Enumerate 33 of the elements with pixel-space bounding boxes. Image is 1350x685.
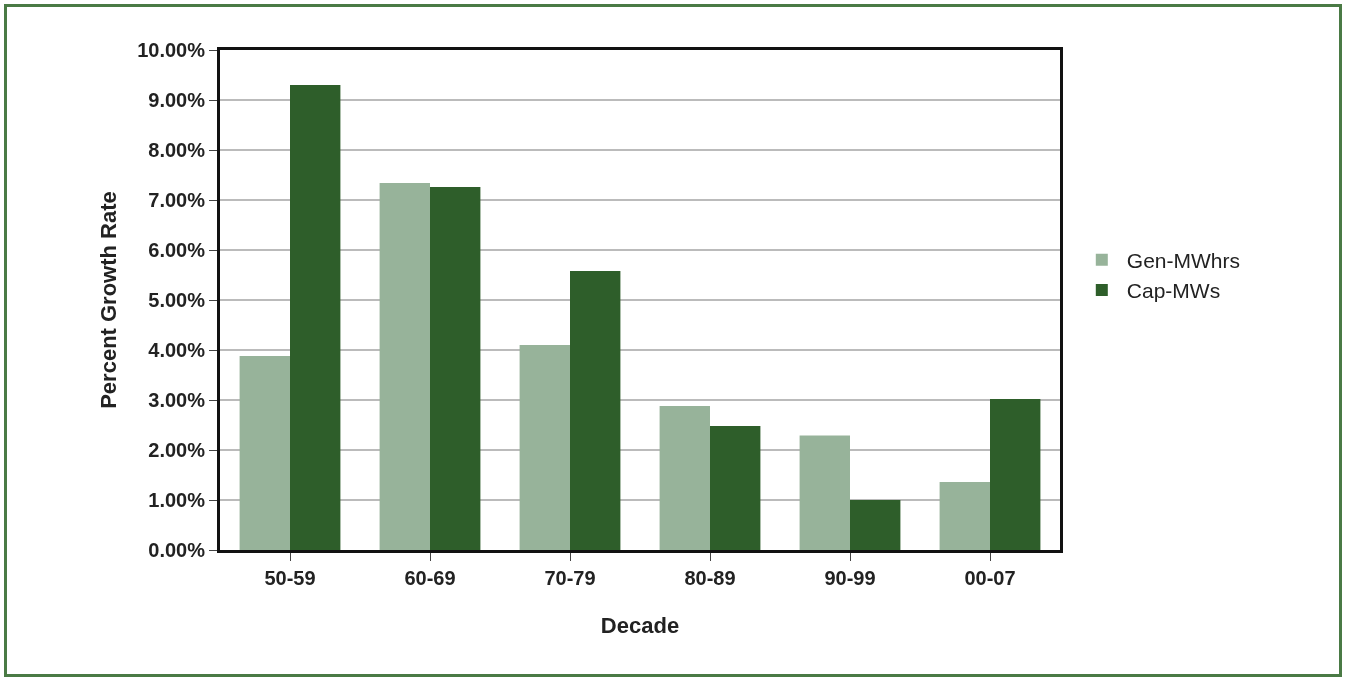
y-tick-label: 7.00%	[148, 189, 206, 211]
legend-label: Cap-MWs	[1126, 279, 1221, 303]
x-tick-label: 80-89	[684, 567, 736, 589]
y-tick-label: 6.00%	[148, 239, 206, 261]
y-tick-label: 8.00%	[148, 139, 206, 161]
y-tick-label: 5.00%	[148, 289, 206, 311]
bar	[570, 271, 621, 550]
y-tick-label: 4.00%	[148, 339, 206, 361]
bar	[990, 399, 1041, 550]
x-tick-label: 60-69	[404, 567, 456, 589]
bar	[659, 406, 710, 550]
bar	[850, 500, 901, 550]
y-tick-label: 1.00%	[148, 489, 206, 511]
x-tick-label: 00-07	[964, 567, 1016, 589]
x-tick-label: 90-99	[824, 567, 876, 589]
y-tick-label: 0.00%	[148, 539, 206, 561]
bar	[290, 85, 341, 550]
y-tick-label: 2.00%	[148, 439, 206, 461]
y-axis-title: Percent Growth Rate	[95, 191, 121, 409]
bar	[710, 426, 761, 550]
x-tick-label: 50-59	[264, 567, 316, 589]
bar	[799, 435, 850, 550]
bar	[379, 183, 430, 550]
bar	[939, 482, 990, 550]
bar	[430, 187, 481, 550]
bar	[519, 345, 570, 550]
x-tick-label: 70-79	[544, 567, 596, 589]
x-axis-title: Decade	[600, 612, 680, 638]
y-tick-label: 3.00%	[148, 389, 206, 411]
bar	[239, 356, 290, 550]
legend-label: Gen-MWhrs	[1126, 248, 1240, 272]
y-tick-label: 10.00%	[137, 39, 206, 61]
y-tick-label: 9.00%	[148, 89, 206, 111]
